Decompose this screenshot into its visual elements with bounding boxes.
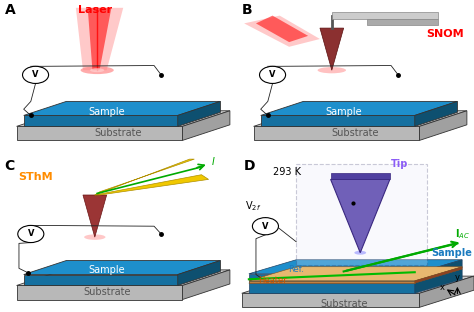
Text: Heater: Heater: [258, 276, 287, 285]
Polygon shape: [415, 260, 462, 282]
Polygon shape: [249, 283, 415, 293]
Ellipse shape: [90, 68, 104, 72]
Polygon shape: [367, 19, 438, 25]
Polygon shape: [17, 285, 182, 300]
Text: V: V: [27, 230, 34, 238]
Text: I: I: [212, 157, 215, 167]
Circle shape: [259, 66, 285, 84]
Text: Laser: Laser: [78, 5, 112, 15]
Polygon shape: [261, 101, 457, 115]
Text: C: C: [5, 159, 15, 173]
Polygon shape: [415, 267, 462, 283]
Text: D: D: [244, 159, 255, 173]
Text: y: y: [455, 273, 460, 282]
Text: I$_{AC}$: I$_{AC}$: [455, 227, 470, 241]
Polygon shape: [83, 195, 107, 237]
Text: Sample: Sample: [88, 265, 125, 275]
Polygon shape: [249, 281, 415, 283]
Text: Substrate: Substrate: [320, 299, 367, 309]
Polygon shape: [24, 275, 178, 285]
Text: A: A: [5, 3, 16, 17]
Text: SThM: SThM: [18, 172, 53, 182]
Text: Ref.: Ref.: [288, 266, 304, 274]
Polygon shape: [178, 101, 220, 126]
Polygon shape: [24, 101, 220, 115]
Text: V: V: [262, 222, 269, 231]
Text: x: x: [439, 283, 445, 291]
Polygon shape: [419, 276, 474, 307]
Text: Sample: Sample: [431, 248, 472, 258]
Polygon shape: [17, 111, 230, 126]
Ellipse shape: [84, 234, 106, 240]
Polygon shape: [249, 260, 462, 274]
Bar: [296, 164, 427, 265]
Polygon shape: [76, 8, 123, 70]
Text: Substrate: Substrate: [83, 287, 130, 297]
Polygon shape: [95, 175, 209, 195]
Polygon shape: [415, 101, 457, 126]
Polygon shape: [254, 111, 467, 126]
Polygon shape: [178, 261, 220, 285]
Circle shape: [252, 218, 279, 235]
Polygon shape: [242, 276, 474, 293]
Polygon shape: [261, 115, 415, 126]
Polygon shape: [331, 173, 390, 179]
Polygon shape: [24, 115, 178, 126]
Text: Substrate: Substrate: [332, 128, 379, 138]
Polygon shape: [17, 126, 182, 140]
Circle shape: [23, 66, 49, 84]
Polygon shape: [182, 111, 230, 140]
Ellipse shape: [81, 66, 114, 74]
Polygon shape: [249, 267, 462, 281]
Text: SNOM: SNOM: [427, 29, 464, 39]
Polygon shape: [419, 111, 467, 140]
Polygon shape: [95, 159, 194, 195]
Text: 293 K: 293 K: [273, 167, 301, 177]
Polygon shape: [415, 269, 462, 293]
Text: V$_{2f}$: V$_{2f}$: [246, 199, 262, 213]
Polygon shape: [331, 179, 390, 253]
Ellipse shape: [354, 251, 366, 255]
Text: Sample: Sample: [325, 107, 362, 117]
Polygon shape: [17, 270, 230, 285]
Polygon shape: [242, 293, 419, 307]
Text: Sample: Sample: [88, 107, 125, 117]
Polygon shape: [256, 16, 308, 42]
Polygon shape: [249, 274, 415, 282]
Polygon shape: [249, 269, 462, 283]
Polygon shape: [182, 270, 230, 300]
Polygon shape: [320, 28, 344, 70]
Circle shape: [18, 225, 44, 243]
Text: B: B: [242, 3, 252, 17]
Text: Tip: Tip: [391, 159, 409, 169]
Ellipse shape: [318, 67, 346, 73]
Polygon shape: [332, 12, 438, 19]
Polygon shape: [254, 126, 419, 140]
Text: V: V: [32, 71, 39, 79]
Polygon shape: [88, 8, 111, 70]
Text: Substrate: Substrate: [95, 128, 142, 138]
Polygon shape: [24, 261, 220, 275]
Text: V: V: [269, 71, 276, 79]
Polygon shape: [244, 16, 320, 47]
